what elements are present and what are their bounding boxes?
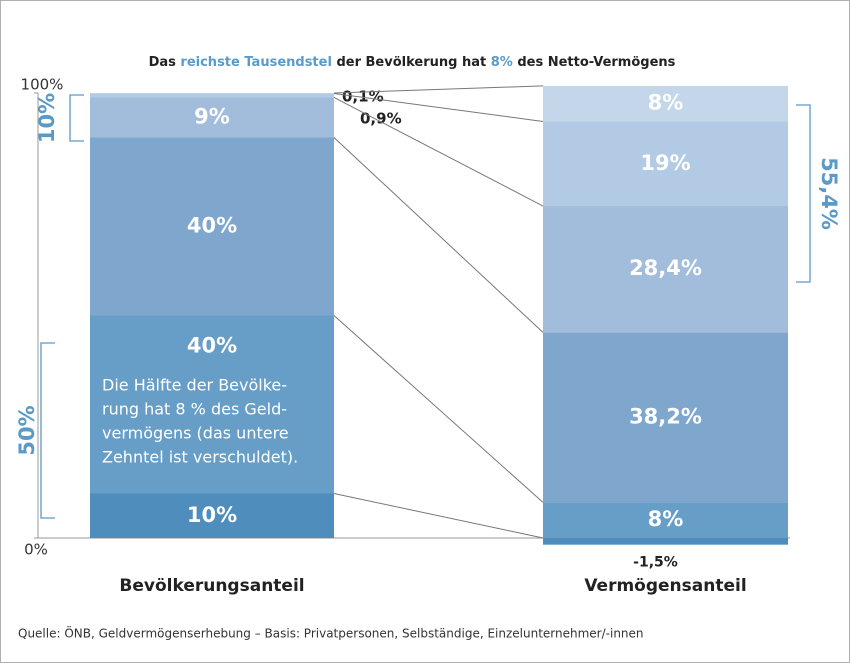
bar-segment [90, 493, 334, 538]
value-label: 19% [640, 151, 690, 175]
title-part: der Bevölkerung hat [332, 55, 491, 70]
annotation: Die Hälfte der Bevölke- [102, 376, 287, 395]
bracket-label: 55,4% [817, 157, 841, 230]
connector [333, 97, 544, 207]
bar-segment [543, 206, 788, 333]
value-label: 8% [648, 507, 684, 531]
x-tick-label: Vermögensanteil [584, 576, 746, 596]
bar-segment [90, 315, 334, 494]
connector [333, 137, 544, 333]
bracket-label: 10% [35, 93, 59, 143]
value-label: 40% [187, 214, 237, 238]
annotation: rung hat 8 % des Geld- [102, 400, 287, 419]
bar-segment [543, 502, 788, 538]
y-tick-label: 100% [21, 76, 64, 94]
bar-segment [543, 85, 788, 122]
title-part: Das [149, 55, 181, 70]
y-tick-label: 0% [24, 541, 48, 559]
annotation: Zehntel ist verschuldet). [102, 448, 298, 467]
bar-segment [90, 137, 334, 316]
value-label: 9% [194, 104, 230, 128]
value-label: 38,2% [629, 404, 702, 428]
value-label: 0,9% [360, 110, 402, 128]
connector [333, 92, 544, 122]
annotation: vermögens (das untere [102, 424, 289, 443]
bar-segment [90, 97, 334, 138]
title-highlight: reichste Tausendstel [180, 55, 332, 70]
connector [333, 85, 544, 94]
bar-segment [543, 121, 788, 207]
bar-segment [543, 538, 788, 545]
value-label: 8% [648, 91, 684, 115]
value-label: -1,5% [633, 555, 678, 571]
connector [333, 493, 544, 539]
value-label: 40% [187, 334, 237, 358]
bar-segment [543, 332, 788, 503]
title-highlight: 8% [491, 55, 513, 70]
bracket [40, 342, 55, 519]
connector [333, 315, 544, 503]
value-label: 0,1% [342, 88, 384, 106]
value-label: 10% [187, 503, 237, 527]
source: Quelle: ÖNB, Geldvermögenserhebung – Bas… [18, 625, 644, 641]
bracket [69, 94, 84, 142]
title-part: des Netto-Vermögens [513, 55, 676, 70]
bracket [796, 104, 811, 283]
x-tick-label: Bevölkerungsanteil [119, 576, 304, 596]
value-label: 28,4% [629, 256, 702, 280]
chart-title: Das reichste Tausendstel der Bevölkerung… [149, 55, 676, 70]
bracket-label: 50% [15, 405, 39, 455]
bar-segment [90, 93, 334, 98]
